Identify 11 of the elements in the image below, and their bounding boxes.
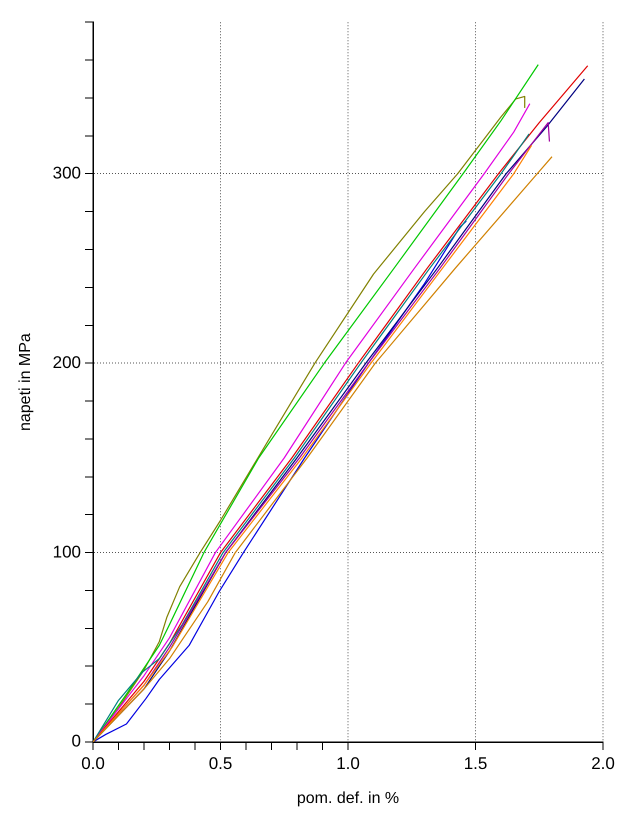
y-tick-label: 100	[52, 542, 81, 562]
x-tick-label: 0.0	[81, 754, 105, 773]
y-tick-label: 200	[52, 352, 81, 372]
x-axis-title: pom. def. in %	[296, 790, 400, 807]
x-tick-label: 1.5	[464, 754, 488, 773]
x-tick-label: 2.0	[591, 754, 615, 773]
y-axis-title: napeti in MPa	[17, 333, 34, 432]
x-tick-label: 1.0	[336, 754, 360, 773]
x-tick-label: 0.5	[208, 754, 232, 773]
y-tick-label: 0	[72, 732, 81, 751]
y-tick-label: 300	[52, 163, 81, 182]
